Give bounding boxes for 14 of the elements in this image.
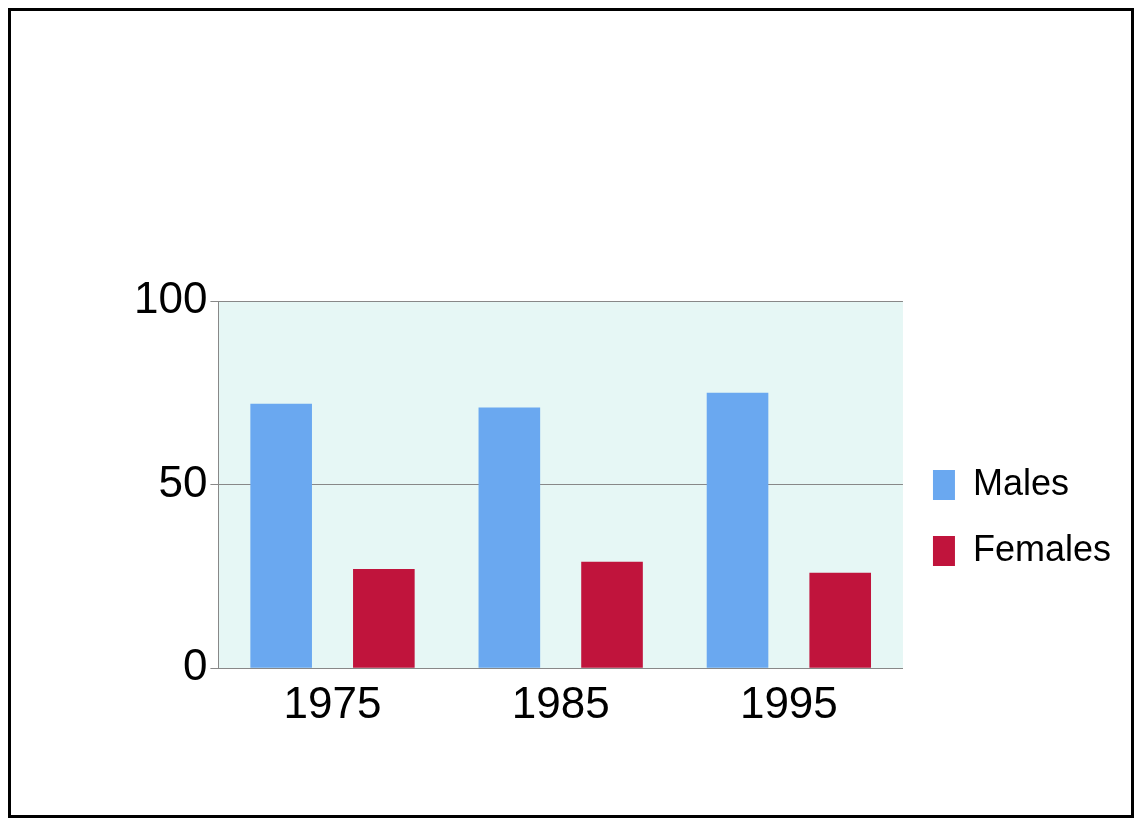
bar: [353, 569, 415, 668]
x-tick-label: 1975: [283, 677, 382, 727]
x-tick-label: 1995: [739, 677, 838, 727]
y-tick-label: 50: [158, 456, 208, 506]
y-tick-label: 0: [182, 640, 208, 690]
bar: [581, 561, 643, 668]
bar: [809, 572, 872, 668]
x-tick-label: 1985: [511, 677, 610, 727]
bar: [478, 407, 541, 668]
legend-label: Males: [972, 461, 1069, 503]
bar: [706, 392, 769, 668]
bar: [250, 403, 312, 668]
y-tick-label: 100: [133, 273, 208, 323]
legend-label: Females: [972, 527, 1112, 569]
